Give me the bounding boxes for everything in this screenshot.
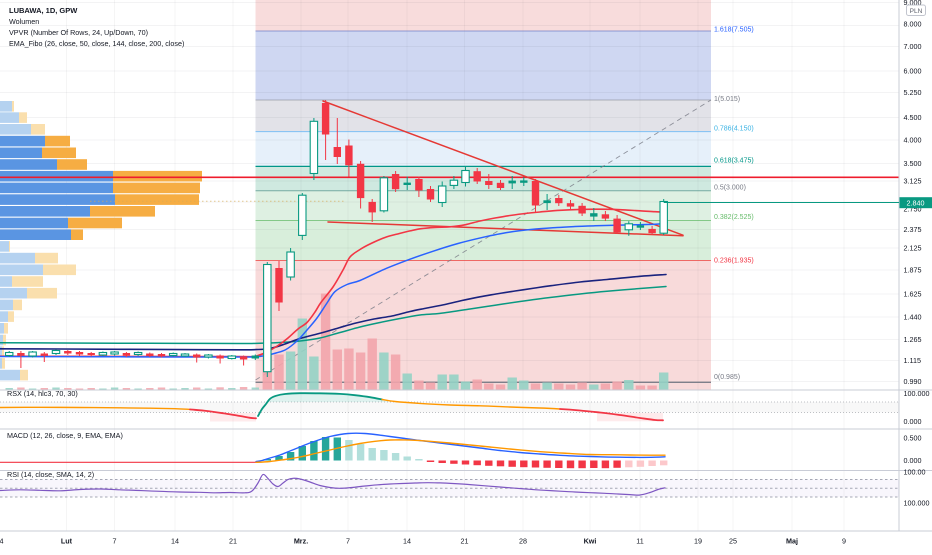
svg-text:100.000: 100.000	[904, 499, 930, 508]
svg-text:14: 14	[171, 537, 179, 546]
svg-text:4: 4	[0, 537, 4, 546]
svg-text:Wolumen: Wolumen	[9, 17, 39, 26]
svg-text:Lut: Lut	[61, 537, 73, 546]
svg-text:8.000: 8.000	[904, 20, 922, 29]
svg-text:19: 19	[694, 537, 702, 546]
svg-text:2.125: 2.125	[904, 244, 922, 253]
svg-text:1.875: 1.875	[904, 266, 922, 275]
svg-text:1.625: 1.625	[904, 290, 922, 299]
svg-text:25: 25	[729, 537, 737, 546]
svg-text:VPVR (Number Of Rows, 24, Up/D: VPVR (Number Of Rows, 24, Up/Down, 70)	[9, 28, 148, 37]
svg-text:3.125: 3.125	[904, 177, 922, 186]
svg-text:4.500: 4.500	[904, 113, 922, 122]
svg-text:11: 11	[636, 537, 643, 546]
svg-text:Kwi: Kwi	[584, 537, 597, 546]
svg-text:28: 28	[519, 537, 527, 546]
svg-text:1.115: 1.115	[904, 356, 921, 365]
svg-text:2.375: 2.375	[904, 225, 922, 234]
svg-text:LUBAWA, 1D, GPW: LUBAWA, 1D, GPW	[9, 6, 78, 15]
svg-text:0.382(2.525): 0.382(2.525)	[714, 214, 754, 221]
svg-text:Maj: Maj	[786, 537, 798, 546]
svg-text:7.000: 7.000	[904, 42, 922, 51]
svg-text:6.000: 6.000	[904, 67, 922, 76]
svg-text:0.990: 0.990	[904, 377, 922, 386]
svg-text:1.440: 1.440	[904, 313, 922, 322]
svg-text:3.500: 3.500	[904, 159, 922, 168]
svg-text:7: 7	[346, 537, 350, 546]
svg-text:1(5.015): 1(5.015)	[714, 96, 740, 103]
svg-text:0.000: 0.000	[904, 456, 922, 465]
svg-text:RSI (14, close, SMA, 14, 2): RSI (14, close, SMA, 14, 2)	[7, 470, 94, 479]
svg-text:9: 9	[842, 537, 846, 546]
svg-text:MACD (12, 26, close, 9, EMA, E: MACD (12, 26, close, 9, EMA, EMA)	[7, 431, 123, 440]
svg-text:0.618(3.475): 0.618(3.475)	[714, 158, 754, 165]
svg-text:21: 21	[461, 537, 469, 546]
svg-text:0.5(3.000): 0.5(3.000)	[714, 185, 746, 192]
svg-text:PLN: PLN	[910, 8, 923, 15]
svg-text:Mrz.: Mrz.	[294, 537, 308, 546]
svg-text:100.00: 100.00	[904, 468, 926, 477]
svg-text:0(0.985): 0(0.985)	[714, 374, 740, 381]
svg-text:5.250: 5.250	[904, 88, 922, 97]
svg-text:21: 21	[229, 537, 237, 546]
svg-text:14: 14	[403, 537, 411, 546]
svg-text:0.500: 0.500	[904, 434, 922, 443]
svg-text:4.000: 4.000	[904, 136, 922, 145]
svg-text:7: 7	[113, 537, 117, 546]
svg-text:100.000: 100.000	[904, 389, 930, 398]
svg-text:2.840: 2.840	[907, 198, 925, 207]
svg-text:0.000: 0.000	[904, 417, 922, 426]
svg-text:EMA_Fibo (26, close, 50, close: EMA_Fibo (26, close, 50, close, 144, clo…	[9, 39, 184, 48]
svg-text:1.618(7.505): 1.618(7.505)	[714, 27, 754, 34]
svg-text:1.265: 1.265	[904, 335, 922, 344]
svg-text:0.786(4.150): 0.786(4.150)	[714, 126, 754, 133]
svg-text:0.236(1.935): 0.236(1.935)	[714, 258, 754, 265]
svg-text:RSX (14, hlc3, 70, 30): RSX (14, hlc3, 70, 30)	[7, 389, 78, 398]
